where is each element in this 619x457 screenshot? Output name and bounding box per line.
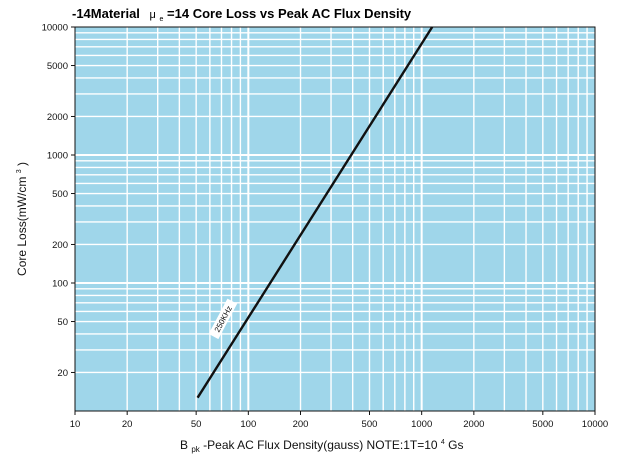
x-tick-label: 50 (191, 419, 202, 430)
x-tick-label: 200 (293, 419, 309, 430)
series-line (196, 26, 434, 399)
y-axis-label: Core Loss(mW/cm 3 ) (10, 162, 29, 276)
x-axis-label: B pk -Peak AC Flux Density(gauss) NOTE:1… (180, 433, 464, 455)
y-tick-label: 10000 (42, 23, 68, 34)
x-axis-label-prefix: B (180, 438, 188, 452)
x-axis-label-sub: pk (191, 445, 200, 454)
y-tick-label: 200 (52, 240, 68, 251)
title-mu-sub: e (160, 16, 164, 23)
y-axis-ticks: 20 50 100 200 500 1000 2000 5000 10000 (42, 23, 75, 379)
y-tick-label: 5000 (47, 61, 68, 72)
y-tick-label: 500 (52, 189, 68, 200)
x-axis-label-sup: 4 (441, 439, 445, 446)
grid (75, 27, 595, 411)
chart-title: -14Material μ e =14 Core Loss vs Peak AC… (72, 6, 412, 24)
x-tick-label: 10000 (582, 419, 608, 430)
x-tick-label: 20 (122, 419, 133, 430)
title-suffix: =14 Core Loss vs Peak AC Flux Density (167, 6, 412, 21)
x-tick-label: 5000 (532, 419, 553, 430)
x-tick-label: 1000 (411, 419, 432, 430)
title-prefix: -14Material (72, 6, 140, 21)
y-tick-label: 100 (52, 279, 68, 290)
x-tick-label: 500 (362, 419, 378, 430)
plot-area (75, 27, 595, 411)
y-axis-label-main: Core Loss(mW/cm (15, 177, 29, 276)
x-tick-label: 100 (240, 419, 256, 430)
y-tick-label: 2000 (47, 112, 68, 123)
y-axis-label-end: ) (15, 162, 29, 166)
series-layer (196, 26, 434, 399)
x-axis-label-main: -Peak AC Flux Density(gauss) NOTE:1T=10 (203, 438, 438, 452)
title-mu: μ (150, 9, 156, 21)
plot-frame (74, 26, 596, 412)
y-tick-label: 1000 (47, 151, 68, 162)
y-tick-label: 50 (57, 317, 68, 328)
x-axis-ticks: 10 20 50 100 200 500 1000 2000 5000 10000 (70, 411, 608, 430)
x-tick-label: 2000 (463, 419, 484, 430)
annotation-background (208, 298, 238, 340)
x-tick-label: 10 (70, 419, 81, 430)
x-axis-label-end: Gs (448, 438, 463, 452)
y-axis-label-sup: 3 (16, 169, 23, 173)
y-tick-label: 20 (57, 368, 68, 379)
